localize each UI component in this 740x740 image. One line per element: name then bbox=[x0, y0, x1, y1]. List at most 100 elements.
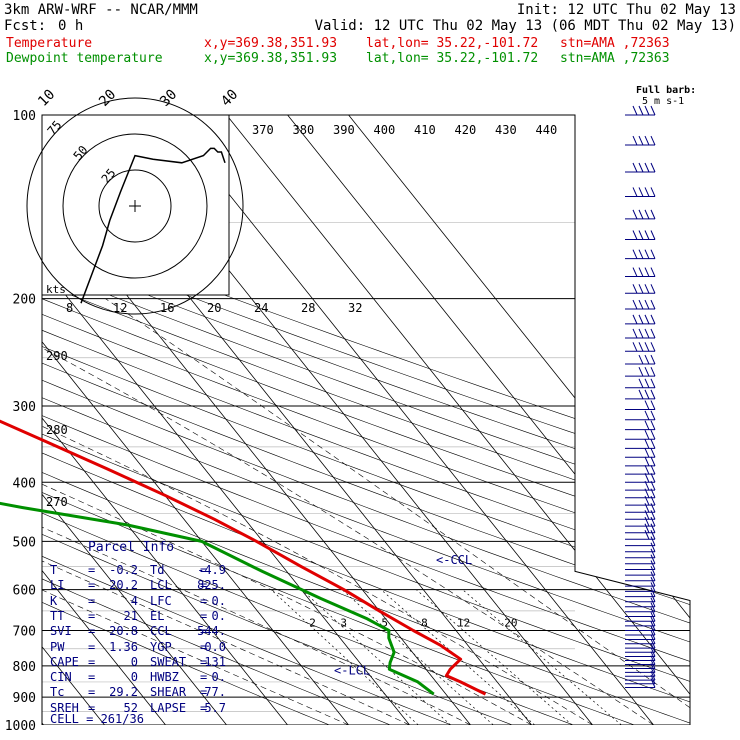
mixing-ratio-label: 8 bbox=[421, 617, 428, 630]
hodograph-trace bbox=[80, 147, 226, 304]
wind-barb-feather bbox=[644, 456, 650, 467]
wind-barb bbox=[625, 473, 656, 483]
dry-adiabat-line bbox=[42, 115, 690, 725]
wind-barb-feather bbox=[650, 429, 656, 440]
wind-barb-feather bbox=[650, 651, 656, 661]
wind-barb-feather bbox=[650, 105, 656, 116]
wind-barb-feather bbox=[650, 597, 656, 607]
theta-label: 380 bbox=[293, 123, 315, 137]
dry-adiabat-line bbox=[42, 115, 690, 725]
wind-barb bbox=[625, 429, 656, 440]
wind-barb bbox=[625, 647, 656, 657]
mixing-ratio-label: 2 bbox=[309, 617, 316, 630]
wind-barb bbox=[625, 420, 656, 431]
wind-barb-feather bbox=[644, 429, 650, 440]
parcel-param-value: 52 bbox=[123, 700, 138, 715]
wind-barb-feather bbox=[650, 554, 656, 564]
parcel-eq: = bbox=[200, 563, 208, 577]
wind-barb-feather bbox=[650, 480, 656, 491]
parcel-param-value: 21 bbox=[123, 608, 138, 623]
parcel-param-name: T bbox=[50, 563, 58, 577]
wind-barb-feather bbox=[650, 530, 656, 540]
wind-barb-feather bbox=[650, 625, 656, 636]
parcel-info-title: Parcel Info bbox=[88, 540, 175, 555]
parcel-param-value: 0. bbox=[211, 593, 226, 608]
wind-barb bbox=[625, 663, 656, 673]
theta-label: 370 bbox=[252, 123, 274, 137]
wind-barb-feather bbox=[650, 542, 656, 552]
parcel-param-name: Tc bbox=[50, 685, 65, 700]
wind-barb-feather bbox=[650, 267, 656, 277]
wind-barb bbox=[625, 187, 656, 197]
parcel-param-name: K bbox=[50, 593, 58, 608]
theta-label: 430 bbox=[495, 123, 517, 137]
parcel-param-value: 20.2 bbox=[109, 578, 138, 593]
wind-barb bbox=[625, 560, 656, 570]
dry-adiabat-line bbox=[42, 115, 690, 725]
parcel-eq: = bbox=[88, 608, 96, 623]
isotherm-line bbox=[287, 115, 690, 725]
wind-barb bbox=[625, 314, 656, 325]
wind-barb-feather bbox=[650, 354, 656, 365]
wind-barb bbox=[625, 523, 656, 534]
wind-barb-feather bbox=[650, 299, 656, 310]
parcel-param-value: -4.9 bbox=[197, 563, 226, 577]
mixing-ratio-line bbox=[380, 589, 535, 725]
wind-barb bbox=[625, 616, 656, 627]
wind-barb bbox=[625, 162, 656, 173]
parcel-param-name: CIN bbox=[50, 670, 72, 685]
pressure-tick-label: 700 bbox=[13, 625, 36, 640]
wind-barb-feather bbox=[632, 209, 638, 220]
wind-barb-feather bbox=[644, 284, 650, 294]
wind-barb bbox=[625, 342, 656, 352]
pressure-tick-label: 100 bbox=[13, 109, 36, 124]
wind-barb-feather bbox=[650, 663, 656, 673]
dry-adiabat-line bbox=[42, 115, 690, 725]
wind-barb-feather bbox=[650, 400, 656, 410]
parcel-eq: = bbox=[88, 700, 96, 715]
moist-adiabat-line bbox=[42, 298, 471, 725]
wind-barb-feather bbox=[650, 659, 656, 669]
chart-grid bbox=[41, 114, 691, 725]
isotherm-line bbox=[42, 115, 227, 725]
series-temperature bbox=[0, 419, 487, 696]
wind-barb-feather bbox=[650, 576, 656, 587]
parcel-param-value: 4 bbox=[130, 593, 138, 608]
wind-barb bbox=[625, 548, 656, 559]
wind-barb-feather bbox=[638, 267, 644, 277]
wind-barb bbox=[625, 536, 656, 547]
pressure-tick-label: 300 bbox=[13, 400, 36, 415]
pressure-tick-label: 200 bbox=[13, 293, 36, 308]
speed-tick-label: 32 bbox=[348, 301, 362, 315]
dry-adiabat-line bbox=[42, 115, 690, 725]
dry-adiabat-line bbox=[42, 115, 690, 725]
wind-barb-feather bbox=[644, 187, 650, 197]
theta-label: 390 bbox=[333, 123, 355, 137]
parcel-eq: = bbox=[88, 593, 96, 608]
wind-barb-feather bbox=[632, 187, 638, 197]
parcel-eq: = bbox=[88, 624, 96, 639]
wind-barb bbox=[625, 587, 656, 598]
mixing-ratio-label: 3 bbox=[340, 617, 347, 630]
wind-barb-feather bbox=[650, 560, 656, 570]
wind-barb-feather bbox=[650, 565, 656, 576]
theta-label: 440 bbox=[536, 123, 558, 137]
wind-barb bbox=[625, 607, 656, 618]
wind-barb bbox=[625, 612, 656, 622]
parcel-param-value: 29.2 bbox=[109, 685, 138, 700]
parcel-eq: = bbox=[200, 593, 208, 608]
dewpoint-latlon: lat,lon= 35.22,-101.72 bbox=[366, 51, 539, 66]
wind-barb bbox=[625, 655, 656, 666]
valid-time: Valid: 12 UTC Thu 02 May 13 (06 MDT Thu … bbox=[314, 18, 736, 34]
wind-barb-feather bbox=[650, 456, 656, 467]
isotherm-line bbox=[165, 115, 654, 725]
wind-barb-feather bbox=[638, 328, 644, 339]
parcel-param-name: Td bbox=[150, 563, 165, 577]
moist-adiabat-line bbox=[42, 298, 654, 725]
isotherm-label: 20 bbox=[96, 87, 119, 110]
parcel-param-name: LAPSE bbox=[150, 700, 187, 715]
wind-barb-feather bbox=[644, 249, 650, 259]
pressure-tick-label: 900 bbox=[13, 691, 36, 706]
wind-barb-feather bbox=[650, 420, 656, 430]
